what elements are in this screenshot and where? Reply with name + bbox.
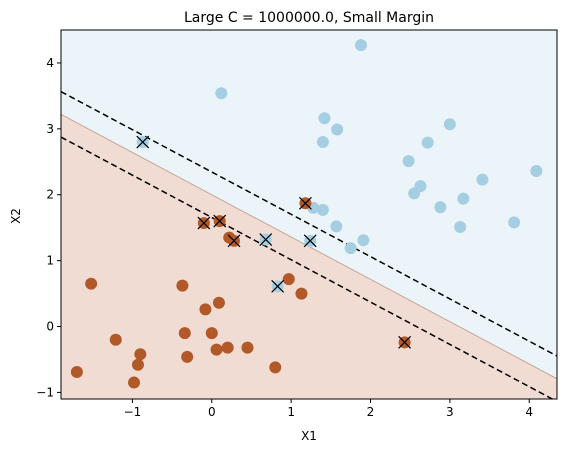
class-0-point <box>178 327 191 340</box>
support-vector-marker <box>136 135 150 149</box>
class-1-point <box>330 220 343 233</box>
support-vector-marker <box>271 279 285 293</box>
class-0-point <box>134 348 147 361</box>
class-1-point <box>331 123 344 136</box>
support-vector-marker <box>299 196 312 210</box>
x-tick-label: 4 <box>525 405 533 419</box>
plot-frame <box>60 29 558 400</box>
class-1-point <box>434 201 447 214</box>
data-points <box>70 39 543 389</box>
class-0-point <box>181 350 194 363</box>
class-1-point <box>408 187 421 200</box>
class-0-point <box>176 279 189 292</box>
y-axis-ticks: −1 0 1 2 3 4 <box>36 56 61 399</box>
y-tick-label: 4 <box>46 56 54 70</box>
class-0-point <box>70 365 83 378</box>
class-0-point <box>221 341 234 354</box>
upper-margin-line <box>61 90 557 357</box>
class-0-point <box>85 277 98 290</box>
class-1-point <box>476 173 489 186</box>
class-1-point <box>402 155 415 168</box>
class-1-point <box>530 165 543 178</box>
class-0-point <box>131 358 144 371</box>
y-tick-label: 2 <box>46 188 54 202</box>
support-vector-marker <box>197 216 211 230</box>
class-0-point <box>241 341 254 354</box>
class-0-point <box>199 303 212 316</box>
class-0-point <box>269 361 282 374</box>
y-axis-label: X2 <box>9 208 23 224</box>
class-1-point <box>457 192 470 205</box>
class-1-point <box>357 234 370 247</box>
class-0-point <box>205 327 218 340</box>
chart-title: Large C = 1000000.0, Small Margin <box>184 10 434 26</box>
class-1-point <box>443 118 456 131</box>
x-tick-label: 0 <box>208 405 216 419</box>
class-1-point <box>318 112 331 125</box>
class-1-point <box>454 221 467 234</box>
x-tick-label: −1 <box>124 405 142 419</box>
x-axis-ticks: −1 0 1 2 3 4 <box>124 399 533 419</box>
class-0-point <box>109 333 122 346</box>
class-0-point <box>212 296 225 309</box>
x-tick-label: 3 <box>446 405 454 419</box>
class-1-point <box>421 136 434 149</box>
y-tick-label: −1 <box>36 385 54 399</box>
support-vector-marker <box>213 214 227 228</box>
x-axis-label: X1 <box>301 429 317 443</box>
class-1-point <box>344 242 357 255</box>
class-1-point <box>354 39 367 52</box>
lower-margin-line <box>61 136 554 399</box>
class-1-point <box>316 136 329 149</box>
x-tick-label: 2 <box>367 405 375 419</box>
support-vector-marker <box>259 233 273 246</box>
class-1-point <box>215 87 228 100</box>
y-tick-label: 0 <box>46 320 54 334</box>
support-vector-marker <box>227 234 241 248</box>
support-vector-markers <box>136 135 412 349</box>
support-vector-marker <box>303 234 317 248</box>
class-0-point <box>210 343 223 356</box>
class-0-point <box>128 376 141 389</box>
class-0-point <box>295 287 308 300</box>
y-tick-label: 3 <box>46 122 54 136</box>
x-tick-label: 1 <box>287 405 295 419</box>
class-1-point <box>508 216 521 229</box>
y-tick-label: 1 <box>46 254 54 268</box>
margin-lines <box>61 90 557 399</box>
class-1-point <box>316 203 329 216</box>
class-0-point <box>282 273 295 286</box>
support-vector-marker <box>398 335 412 349</box>
